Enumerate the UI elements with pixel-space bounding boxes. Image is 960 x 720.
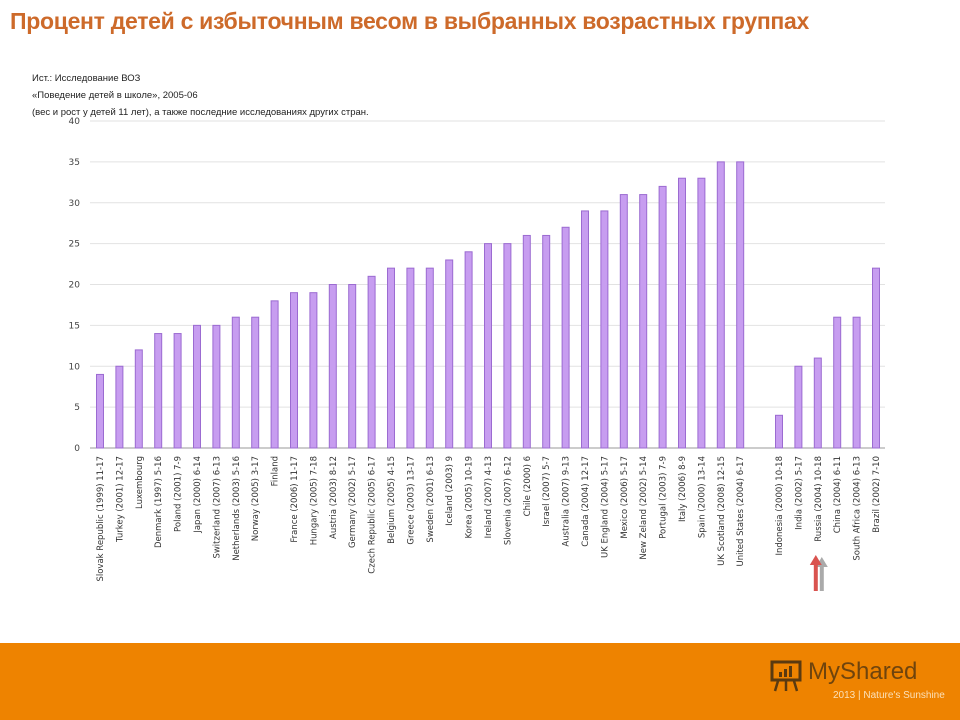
x-tick-label: United States (2004) 6-17 [736,456,746,567]
bar [464,251,473,449]
slide-title: Процент детей с избыточным весом в выбра… [10,8,809,34]
x-tick-label: Canada (2004) 12-17 [581,456,591,547]
bar [212,324,221,449]
x-tick-label: Denmark (1997) 5-16 [154,456,164,548]
x-tick-label: New Zeland (2002) 5-14 [639,456,649,560]
bar [833,316,842,449]
bar [522,234,531,449]
y-tick-label: 30 [69,199,81,209]
y-tick-label: 10 [69,362,81,372]
bar [794,365,803,449]
bar [425,267,434,449]
y-tick-label: 0 [74,444,80,454]
x-tick-label: Belgium (2005) 4-15 [387,456,397,544]
logo-subtitle: 2013 | Nature's Sunshine [833,690,945,701]
bar [658,185,667,449]
x-tick-label: Czech Republic (2005) 6-17 [368,456,378,574]
y-tick-label: 20 [69,281,81,291]
x-tick-label: Israel (2007) 5-7 [542,456,552,527]
bar [173,333,182,449]
x-tick-label: Poland (2001) 7-9 [174,456,184,532]
bar [581,210,589,449]
x-tick-label: Ireland (2007) 4-13 [484,456,494,538]
bar [154,333,163,449]
x-tick-label: India (2002) 5-17 [794,456,804,530]
bar [852,316,861,449]
source-note: Ист.: Исследование ВОЗ «Поведение детей … [32,70,369,121]
x-tick-label: Slovenia (2007) 6-12 [503,456,513,545]
y-tick-label: 35 [69,158,80,168]
x-tick-label: Portugal (2003) 7-9 [659,456,669,539]
bar [193,324,201,449]
x-tick-label: Austria (2003) 8-12 [329,456,339,539]
bar [561,226,570,449]
x-tick-label: Iceland (2003) 9 [445,456,455,526]
source-line: Ист.: Исследование ВОЗ [32,73,141,84]
bar [445,259,454,449]
bar [600,210,609,449]
source-line: (вес и рост у детей 11 лет), а также пос… [32,107,369,118]
x-tick-label: Turkey (2001) 12-17 [115,456,125,543]
x-tick-label: Japan (2000) 6-14 [193,456,203,534]
x-tick-label: China (2004) 6-11 [833,456,843,533]
x-tick-label: Chile (2000) 6 [523,456,533,516]
up-arrow-icon [809,555,828,591]
bar [134,349,143,449]
y-tick-label: 40 [69,117,81,127]
logo-text: MyShared [808,658,918,685]
bar [290,292,298,449]
y-tick-label: 25 [69,240,80,250]
x-tick-label: Italy (2006) 8-9 [678,456,688,522]
x-tick-label: Norway (2005) 3-17 [251,456,261,541]
x-tick-label: Sweden (2001) 6-13 [426,456,436,543]
bar [619,194,628,449]
x-tick-label: Netherlands (2003) 5-16 [232,456,242,561]
x-tick-label: Slovak Republic (1999) 11-17 [96,456,106,582]
x-tick-label: UK Scotland (2008) 12-15 [717,456,727,566]
bar [231,316,240,449]
bar [716,161,725,449]
bar [542,234,551,449]
x-tick-label: UK England (2004) 5-17 [600,456,610,558]
bar [309,292,318,449]
x-tick-label: Mexico (2006) 5-17 [620,456,630,539]
x-tick-label: Hungary (2005) 7-18 [309,456,319,545]
x-tick-label: Russia (2004) 10-18 [814,456,824,542]
x-tick-label: Brazil (2002) 7-10 [872,456,882,533]
x-tick-label: Greece (2003) 13-17 [406,456,416,545]
bar [270,300,279,449]
bar [484,243,492,449]
bar [251,316,260,449]
bar [328,284,337,449]
bar [736,161,745,449]
y-tick-label: 5 [74,403,80,413]
bar [678,177,686,449]
x-tick-label: Indonesia (2000) 10-18 [775,456,785,555]
bar [387,267,395,449]
bar [775,414,783,449]
bar [406,267,415,449]
bar [115,365,124,449]
x-tick-label: Korea (2005) 10-19 [465,456,475,538]
x-tick-label: Luxembourg [135,456,145,509]
bar [813,357,822,449]
presentation-board-icon [770,660,802,692]
y-tick-label: 15 [69,321,80,331]
bar [872,267,880,449]
x-tick-label: Finland [271,456,281,486]
bar [96,373,104,449]
bar-chart: 0 5 10 15 20 25 30 35 40 Slovak Republic (1999) 1… [69,117,885,591]
x-tick-label: France (2006) 11-17 [290,456,300,543]
source-line: «Поведение детей в школе», 2005-06 [32,90,198,101]
x-tick-label: Australia (2007) 9-13 [562,456,572,547]
bar [503,243,512,449]
x-tick-label: Switzerland (2007) 6-13 [212,456,222,559]
bar [348,284,357,449]
bar [367,275,376,449]
x-tick-label: Germany (2002) 5-17 [348,456,358,548]
x-tick-label: Spain (2000) 13-14 [697,456,707,538]
x-tick-label: South Africa (2004) 6-13 [853,456,863,561]
bar [697,177,706,449]
bar [639,194,648,449]
